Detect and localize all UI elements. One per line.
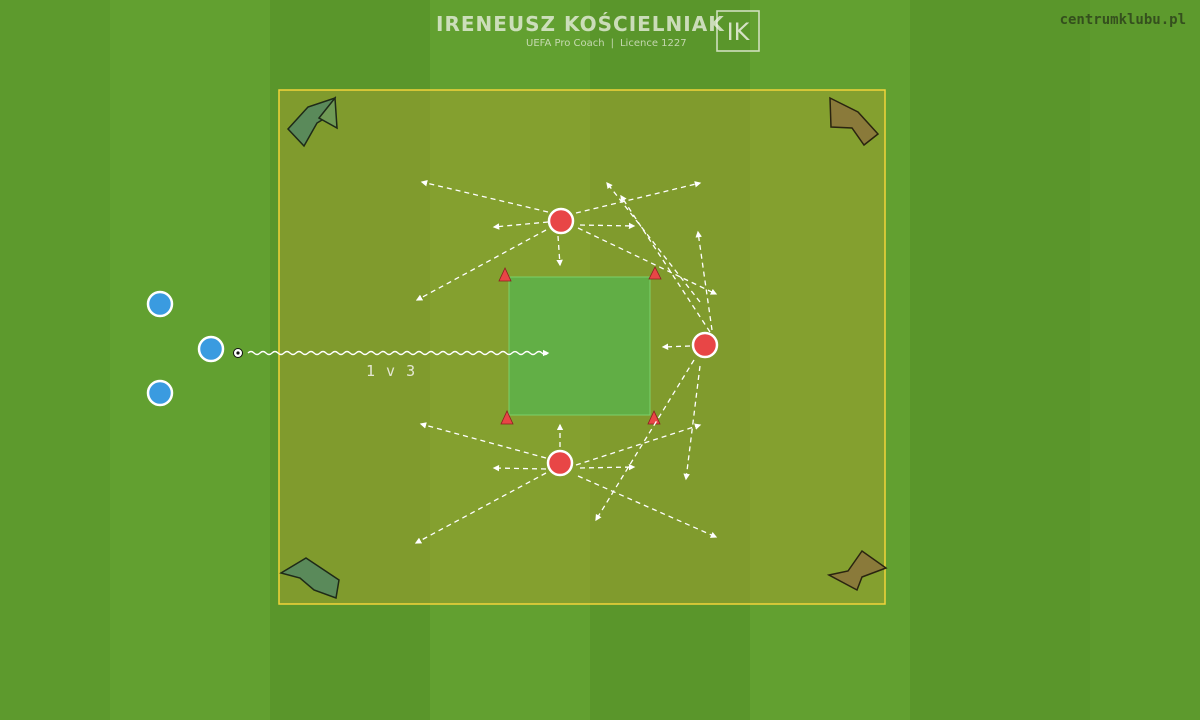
coach-credentials: UEFA Pro Coach | Licence 1227 <box>526 38 687 49</box>
coach-role: UEFA Pro Coach <box>526 38 605 49</box>
coach-name: IRENEUSZ KOŚCIELNIAK <box>436 12 725 36</box>
separator: | <box>611 38 614 49</box>
ball <box>234 349 243 358</box>
defender-player[interactable] <box>549 209 573 233</box>
coach-licence: Licence 1227 <box>620 38 687 49</box>
coach-logo: IK <box>716 10 760 52</box>
attacker-player[interactable] <box>148 381 172 405</box>
attacker-player[interactable] <box>199 337 223 361</box>
drill-label: 1 v 3 <box>366 362 416 380</box>
website-link[interactable]: centrumklubu.pl <box>1060 12 1186 28</box>
defender-player[interactable] <box>693 333 717 357</box>
attacker-player[interactable] <box>148 292 172 316</box>
logo-text: IK <box>727 18 751 46</box>
defender-player[interactable] <box>548 451 572 475</box>
center-square <box>509 277 650 415</box>
